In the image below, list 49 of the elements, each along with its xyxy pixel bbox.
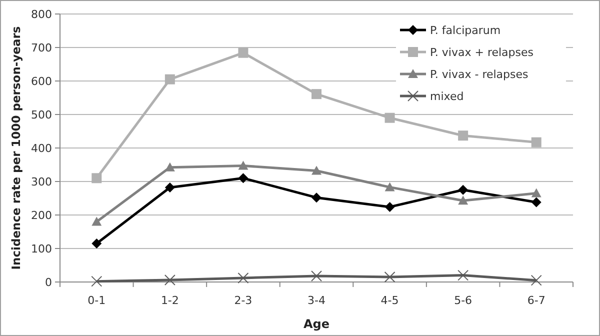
point xyxy=(531,137,542,148)
point xyxy=(384,202,395,212)
point xyxy=(164,182,175,193)
point xyxy=(238,48,248,58)
y-tick-label: 200 xyxy=(31,208,52,222)
x-tick-label: 0-1 xyxy=(88,294,106,307)
y-tick-label: 800 xyxy=(31,8,52,21)
legend-label: P. vivax - relapses xyxy=(430,68,529,81)
y-tick-label: 600 xyxy=(31,74,52,88)
x-tick-label: 4-5 xyxy=(380,294,399,307)
y-tick-label: 300 xyxy=(31,175,52,188)
point xyxy=(458,184,468,195)
y-axis-title: Incidence rate per 1000 person-years xyxy=(9,26,23,270)
point xyxy=(458,270,469,281)
y-tick-label: 0 xyxy=(45,276,52,289)
y-tick-label: 500 xyxy=(31,108,52,122)
point xyxy=(92,238,102,248)
y-tick-label: 100 xyxy=(31,242,52,256)
legend-label: mixed xyxy=(430,90,464,103)
point xyxy=(531,188,542,198)
point xyxy=(91,276,102,287)
point xyxy=(384,182,395,192)
y-tick-label: 400 xyxy=(31,142,52,155)
point xyxy=(531,197,542,208)
x-tick-label: 2-3 xyxy=(234,294,252,307)
point xyxy=(311,270,322,282)
point xyxy=(312,192,322,203)
x-tick-label: 3-4 xyxy=(308,294,326,307)
point xyxy=(238,160,248,170)
point xyxy=(458,196,468,205)
x-tick-label: 1-2 xyxy=(160,294,179,307)
point xyxy=(238,173,248,184)
point xyxy=(92,173,102,184)
point xyxy=(458,130,468,141)
x-tick-label: 5-6 xyxy=(454,294,472,307)
point xyxy=(530,274,542,286)
x-tick-label: 6-7 xyxy=(527,294,546,307)
point xyxy=(164,274,176,286)
point xyxy=(312,166,322,175)
x-axis-title: Age xyxy=(303,317,330,331)
point xyxy=(238,272,249,284)
point xyxy=(312,89,322,100)
point xyxy=(164,74,175,84)
point xyxy=(92,216,102,226)
legend-label: P. falciparum xyxy=(430,24,501,37)
legend-label: P. vivax + relapses xyxy=(430,46,534,59)
point xyxy=(384,271,396,282)
y-tick-label: 700 xyxy=(31,41,52,54)
point xyxy=(384,112,395,123)
